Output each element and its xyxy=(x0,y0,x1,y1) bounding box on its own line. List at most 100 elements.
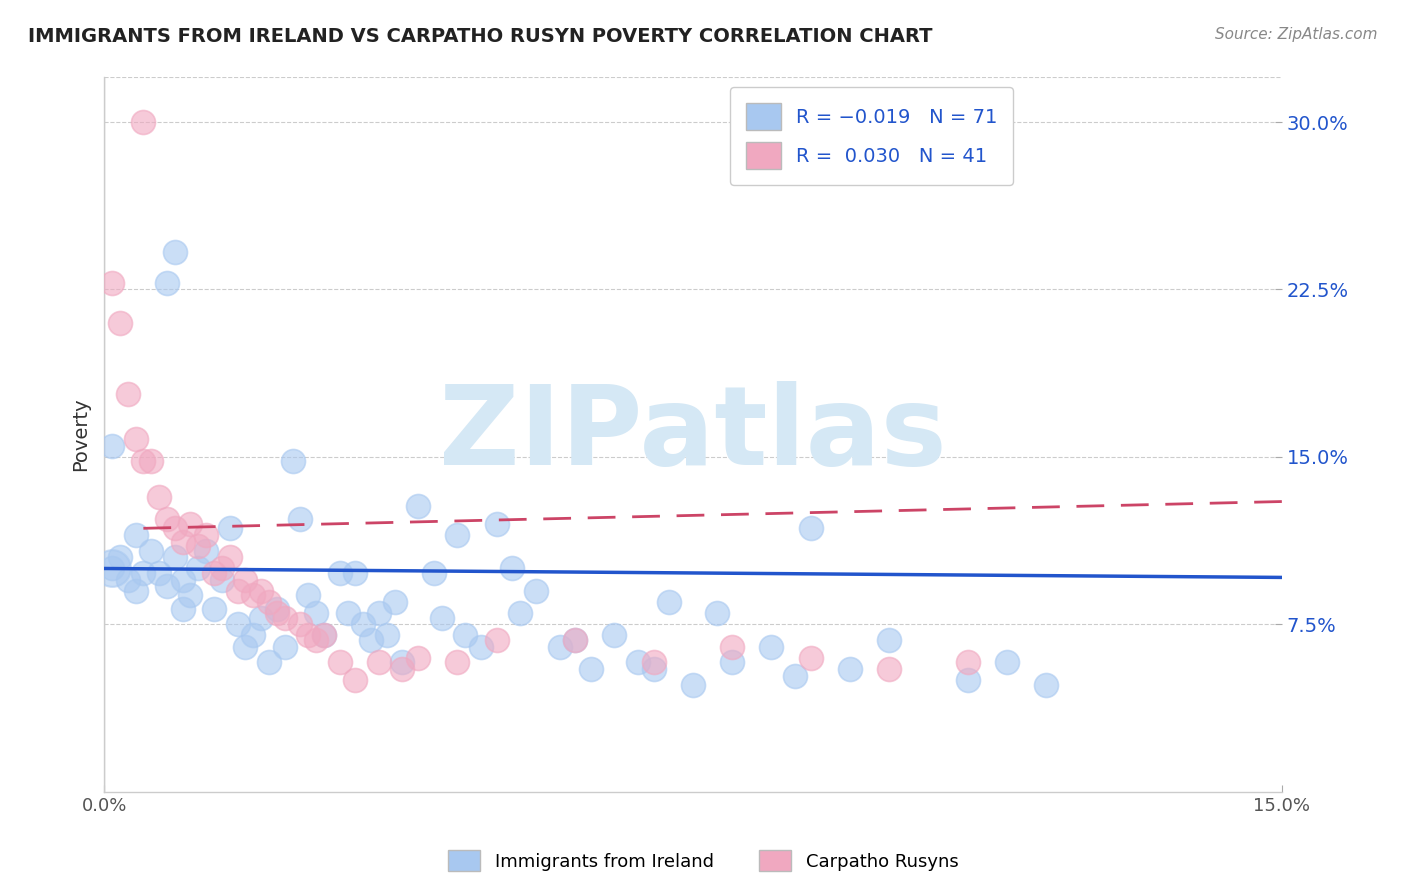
Point xyxy=(352,617,374,632)
Point xyxy=(124,583,146,598)
Point xyxy=(485,632,508,647)
Point xyxy=(132,115,155,129)
Point xyxy=(368,655,391,669)
Y-axis label: Poverty: Poverty xyxy=(72,398,90,471)
Point xyxy=(312,628,335,642)
Point xyxy=(101,439,124,453)
Point xyxy=(148,566,170,580)
Point xyxy=(579,662,602,676)
Point xyxy=(603,628,626,642)
Point xyxy=(266,606,288,620)
Point xyxy=(485,516,508,531)
Point xyxy=(273,610,295,624)
Point xyxy=(783,668,806,682)
Point xyxy=(187,539,209,553)
Point xyxy=(406,499,429,513)
Point xyxy=(1035,677,1057,691)
Point xyxy=(148,490,170,504)
Point xyxy=(391,662,413,676)
Point xyxy=(839,662,862,676)
Point xyxy=(242,588,264,602)
Point xyxy=(101,276,124,290)
Point xyxy=(218,521,240,535)
Point xyxy=(226,583,249,598)
Point xyxy=(297,628,319,642)
Point xyxy=(132,454,155,468)
Point xyxy=(108,550,131,565)
Point xyxy=(187,561,209,575)
Point xyxy=(156,276,179,290)
Point xyxy=(344,673,367,687)
Point xyxy=(242,628,264,642)
Point xyxy=(643,655,665,669)
Point xyxy=(721,640,744,654)
Point xyxy=(329,655,352,669)
Point xyxy=(956,673,979,687)
Point xyxy=(470,640,492,654)
Point xyxy=(877,662,900,676)
Point xyxy=(101,561,124,575)
Point xyxy=(305,606,328,620)
Point xyxy=(273,640,295,654)
Point xyxy=(524,583,547,598)
Point xyxy=(132,566,155,580)
Point xyxy=(172,573,194,587)
Point xyxy=(211,561,233,575)
Point xyxy=(290,617,312,632)
Point xyxy=(250,583,273,598)
Point xyxy=(446,655,468,669)
Point xyxy=(682,677,704,691)
Point xyxy=(117,573,139,587)
Point xyxy=(141,454,163,468)
Point xyxy=(721,655,744,669)
Point xyxy=(564,632,586,647)
Point xyxy=(179,516,201,531)
Legend: Immigrants from Ireland, Carpatho Rusyns: Immigrants from Ireland, Carpatho Rusyns xyxy=(440,843,966,879)
Point xyxy=(257,655,280,669)
Point xyxy=(995,655,1018,669)
Point xyxy=(548,640,571,654)
Point xyxy=(101,561,124,575)
Point xyxy=(156,512,179,526)
Point xyxy=(344,566,367,580)
Point xyxy=(800,650,823,665)
Text: IMMIGRANTS FROM IRELAND VS CARPATHO RUSYN POVERTY CORRELATION CHART: IMMIGRANTS FROM IRELAND VS CARPATHO RUSY… xyxy=(28,27,932,45)
Point xyxy=(211,573,233,587)
Point xyxy=(172,601,194,615)
Point xyxy=(391,655,413,669)
Point xyxy=(124,432,146,446)
Point xyxy=(235,640,257,654)
Text: ZIPatlas: ZIPatlas xyxy=(439,381,946,488)
Point xyxy=(124,528,146,542)
Point xyxy=(312,628,335,642)
Point xyxy=(877,632,900,647)
Point xyxy=(156,579,179,593)
Point xyxy=(454,628,477,642)
Point xyxy=(658,595,681,609)
Point xyxy=(956,655,979,669)
Point xyxy=(501,561,523,575)
Point xyxy=(218,550,240,565)
Point xyxy=(202,566,225,580)
Point xyxy=(108,316,131,330)
Point xyxy=(406,650,429,665)
Point xyxy=(305,632,328,647)
Point xyxy=(761,640,783,654)
Point xyxy=(235,573,257,587)
Point xyxy=(360,632,382,647)
Legend: R = −0.019   N = 71, R =  0.030   N = 41: R = −0.019 N = 71, R = 0.030 N = 41 xyxy=(730,87,1012,185)
Point xyxy=(257,595,280,609)
Point xyxy=(195,528,218,542)
Point xyxy=(163,521,186,535)
Point xyxy=(172,534,194,549)
Point xyxy=(163,244,186,259)
Point xyxy=(643,662,665,676)
Point xyxy=(195,543,218,558)
Point xyxy=(509,606,531,620)
Point xyxy=(202,601,225,615)
Point xyxy=(163,550,186,565)
Point xyxy=(141,543,163,558)
Point xyxy=(117,387,139,401)
Point xyxy=(368,606,391,620)
Point xyxy=(446,528,468,542)
